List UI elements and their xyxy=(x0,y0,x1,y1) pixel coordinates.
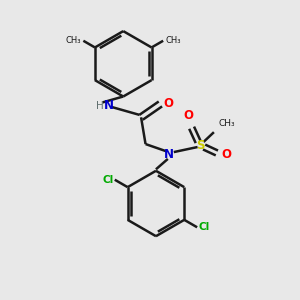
Text: Cl: Cl xyxy=(102,175,113,185)
Text: CH₃: CH₃ xyxy=(166,36,181,45)
Text: O: O xyxy=(221,148,231,161)
Text: S: S xyxy=(196,139,205,152)
Text: N: N xyxy=(103,99,113,112)
Text: N: N xyxy=(164,148,174,161)
Text: O: O xyxy=(164,98,173,110)
Text: Cl: Cl xyxy=(199,222,210,232)
Text: CH₃: CH₃ xyxy=(218,119,235,128)
Text: H: H xyxy=(96,101,103,111)
Text: O: O xyxy=(184,110,194,122)
Text: CH₃: CH₃ xyxy=(65,36,81,45)
